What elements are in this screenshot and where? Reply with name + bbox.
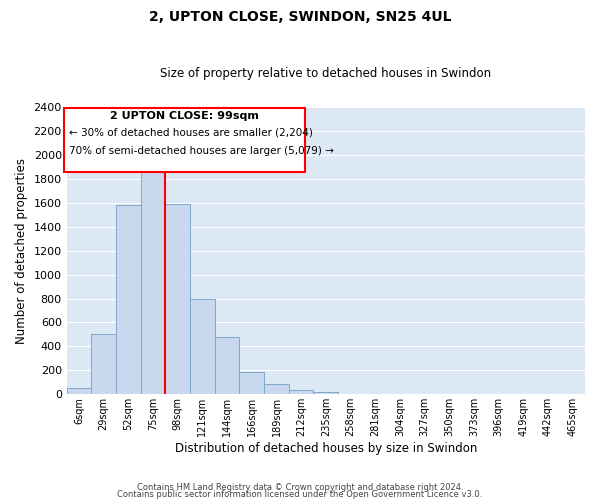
Title: Size of property relative to detached houses in Swindon: Size of property relative to detached ho… <box>160 66 491 80</box>
Text: Contains public sector information licensed under the Open Government Licence v3: Contains public sector information licen… <box>118 490 482 499</box>
FancyBboxPatch shape <box>64 108 305 172</box>
Bar <box>116 205 141 394</box>
Bar <box>91 334 116 394</box>
Bar <box>289 390 313 394</box>
Text: ← 30% of detached houses are smaller (2,204): ← 30% of detached houses are smaller (2,… <box>69 127 313 137</box>
Bar <box>239 372 264 394</box>
Text: 70% of semi-detached houses are larger (5,079) →: 70% of semi-detached houses are larger (… <box>69 146 334 156</box>
Text: Contains HM Land Registry data © Crown copyright and database right 2024.: Contains HM Land Registry data © Crown c… <box>137 484 463 492</box>
Bar <box>190 298 215 394</box>
Bar <box>313 392 338 394</box>
Bar <box>141 160 166 394</box>
Text: 2 UPTON CLOSE: 99sqm: 2 UPTON CLOSE: 99sqm <box>110 112 259 122</box>
X-axis label: Distribution of detached houses by size in Swindon: Distribution of detached houses by size … <box>175 442 477 455</box>
Bar <box>67 388 91 394</box>
Bar <box>215 337 239 394</box>
Text: 2, UPTON CLOSE, SWINDON, SN25 4UL: 2, UPTON CLOSE, SWINDON, SN25 4UL <box>149 10 451 24</box>
Bar <box>264 384 289 394</box>
Y-axis label: Number of detached properties: Number of detached properties <box>15 158 28 344</box>
Bar <box>166 204 190 394</box>
